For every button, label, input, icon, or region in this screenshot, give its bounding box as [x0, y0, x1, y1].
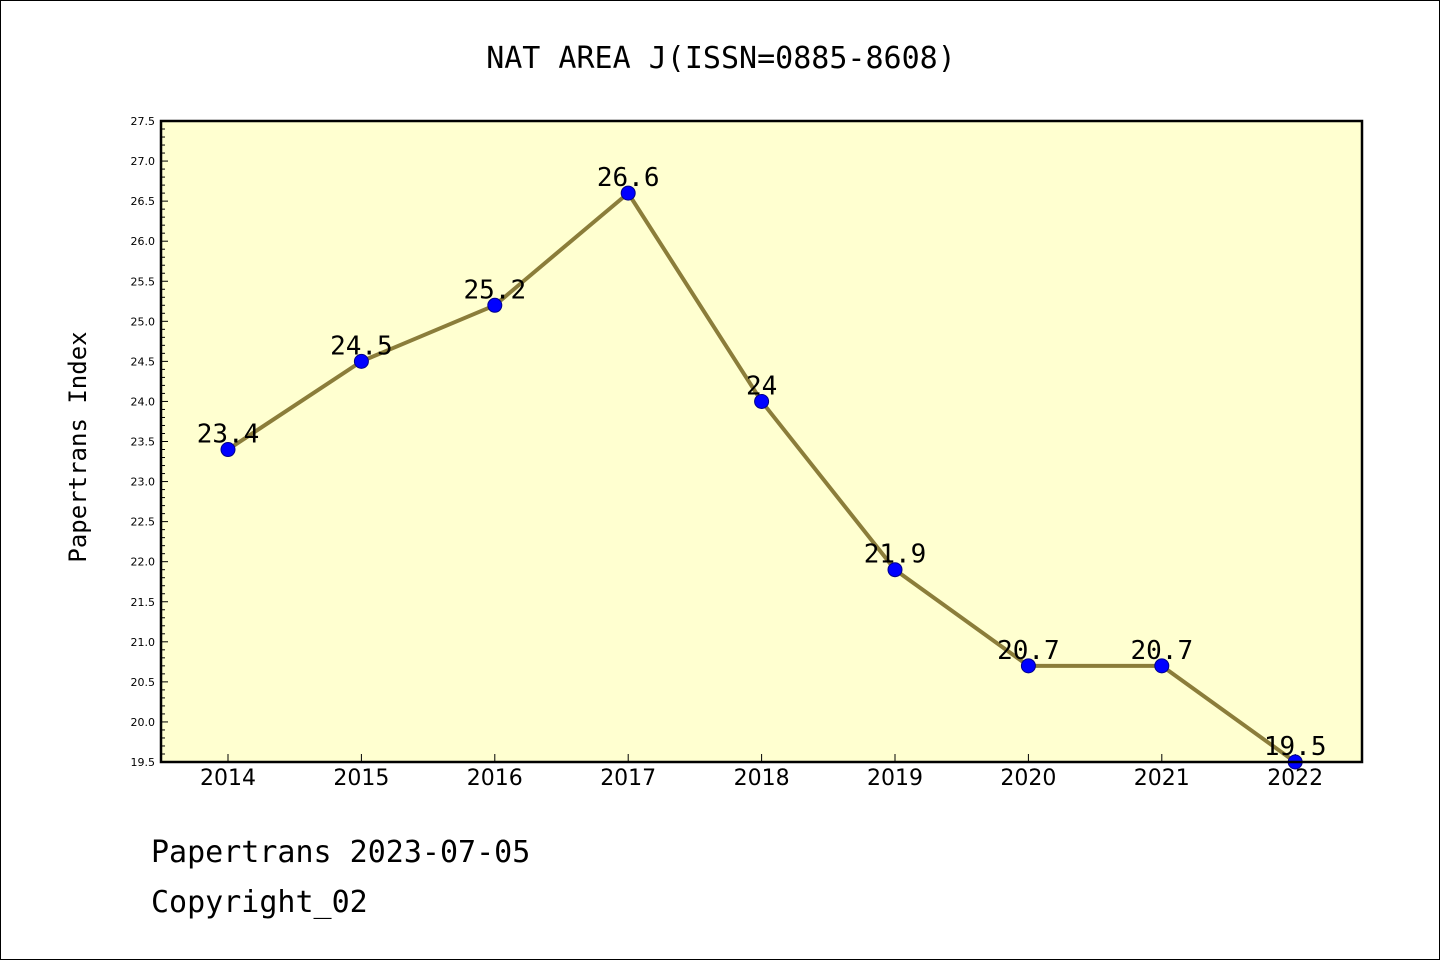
data-label: 24.5 [330, 331, 393, 361]
data-labels: 23.4 24.5 25.2 26.6 24 21.9 20.7 20.7 19.5 [197, 163, 1327, 762]
y-tick-label: 25.5 [131, 275, 156, 288]
chart-title: NAT AREA J(ISSN=0885-8608) [486, 41, 956, 76]
y-tick-label: 27.0 [131, 155, 156, 168]
footer-copyright: Copyright_02 [151, 885, 368, 920]
data-point [754, 393, 770, 409]
y-tick-label: 27.5 [131, 115, 156, 128]
x-tick-label: 2018 [734, 766, 790, 791]
y-tick-label: 25.0 [131, 315, 156, 328]
x-tick-label: 2015 [333, 766, 389, 791]
data-point [220, 442, 236, 458]
data-label: 23.4 [197, 420, 260, 450]
y-tick-label: 22.5 [131, 516, 156, 529]
x-tick-label: 2021 [1134, 766, 1190, 791]
data-label: 24 [746, 371, 777, 401]
data-label: 26.6 [597, 163, 660, 193]
y-axis-label: Papertrans Index [64, 331, 92, 562]
x-tick-label: 2019 [867, 766, 923, 791]
x-tick-label: 2022 [1267, 766, 1323, 791]
data-label: 19.5 [1264, 732, 1327, 762]
data-point [353, 353, 369, 369]
x-tick-label: 2014 [200, 766, 256, 791]
y-tick-label: 26.0 [131, 235, 156, 248]
y-tick-label: 26.5 [131, 195, 156, 208]
y-tick-label: 24.5 [131, 355, 156, 368]
y-tick-label: 24.0 [131, 395, 156, 408]
data-label: 20.7 [1130, 636, 1193, 666]
plot-area [161, 121, 1362, 762]
data-point [887, 562, 903, 578]
data-point [1020, 658, 1036, 674]
data-label: 25.2 [463, 275, 526, 305]
x-tick-label: 2017 [600, 766, 656, 791]
data-point [487, 297, 503, 313]
data-point [620, 185, 636, 201]
y-tick-label: 21.0 [131, 636, 156, 649]
data-label: 21.9 [864, 540, 927, 570]
x-tick-label: 2016 [467, 766, 523, 791]
y-tick-label: 19.5 [131, 756, 156, 769]
y-tick-label: 21.5 [131, 596, 156, 609]
y-tick-label: 23.0 [131, 476, 156, 489]
data-points [220, 185, 1303, 770]
plot-border [159, 119, 1364, 764]
footer-date: Papertrans 2023-07-05 [151, 835, 531, 870]
y-tick-label: 22.0 [131, 556, 156, 569]
y-axis: 19.5 20.0 20.5 21.0 21.5 22.0 22.5 23.0 23.5 24.0… [131, 115, 168, 769]
y-tick-label: 23.5 [131, 436, 156, 449]
x-axis: 2014 2015 2016 2017 2018 2019 2020 2021 2022 [200, 754, 1323, 791]
x-tick-label: 2020 [1000, 766, 1056, 791]
y-tick-label: 20.0 [131, 716, 156, 729]
y-tick-label: 20.5 [131, 676, 156, 689]
data-point [1154, 658, 1170, 674]
data-label: 20.7 [997, 636, 1060, 666]
